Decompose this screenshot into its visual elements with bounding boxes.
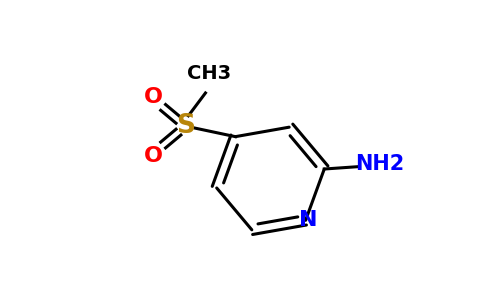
Text: O: O [144, 146, 163, 166]
Text: N: N [299, 210, 317, 230]
Text: NH2: NH2 [355, 154, 405, 174]
Text: S: S [176, 113, 195, 139]
Text: CH3: CH3 [187, 64, 231, 83]
Text: O: O [144, 87, 163, 107]
